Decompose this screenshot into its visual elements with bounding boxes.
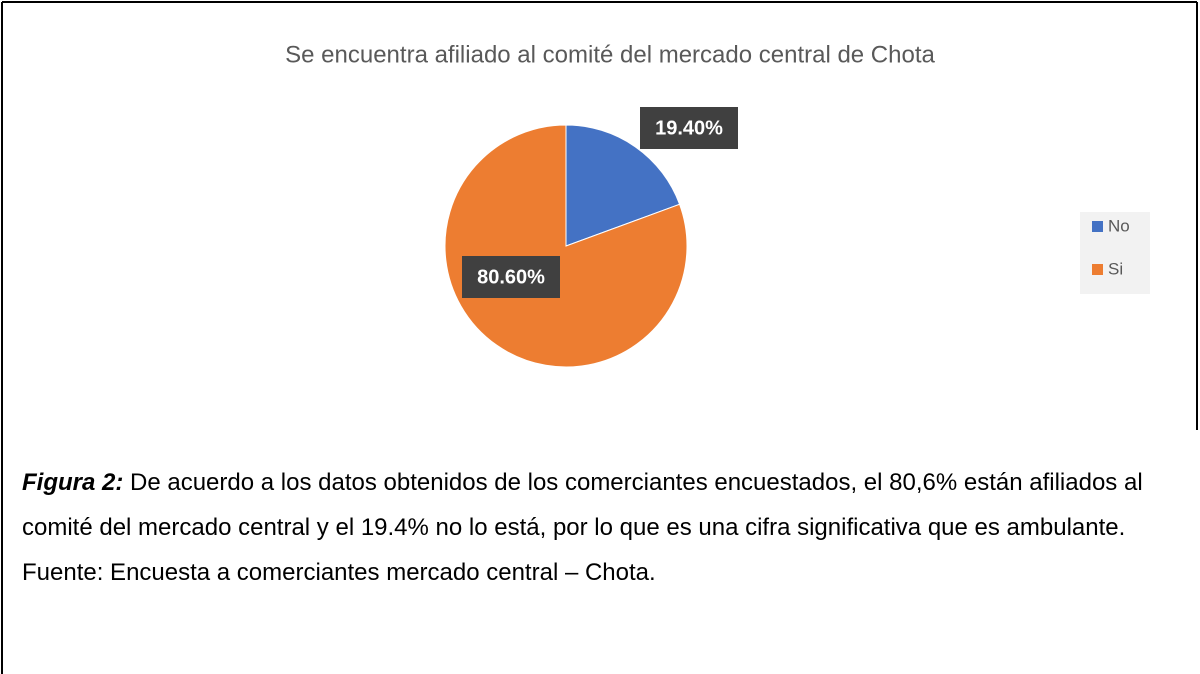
caption-text: De acuerdo a los datos obtenidos de los … [22, 469, 1143, 541]
caption-source: Fuente: Encuesta a comerciantes mercado … [22, 559, 656, 586]
legend-swatch [1092, 264, 1103, 275]
pie-slice [444, 124, 688, 368]
caption-label: Figura 2: [22, 469, 124, 496]
caption: Figura 2: De acuerdo a los datos obtenid… [22, 460, 1182, 595]
legend-label: No [1108, 216, 1130, 235]
pie-slice [565, 124, 681, 247]
value-label: 80.60% [477, 266, 545, 288]
value-label-box [640, 107, 738, 149]
value-label: 19.40% [655, 117, 723, 139]
legend-box [1080, 212, 1150, 294]
legend-swatch [1092, 221, 1103, 232]
chart-title: Se encuentra afiliado al comité del merc… [285, 41, 935, 68]
value-label-box [462, 256, 560, 298]
legend-label: Si [1108, 259, 1123, 278]
